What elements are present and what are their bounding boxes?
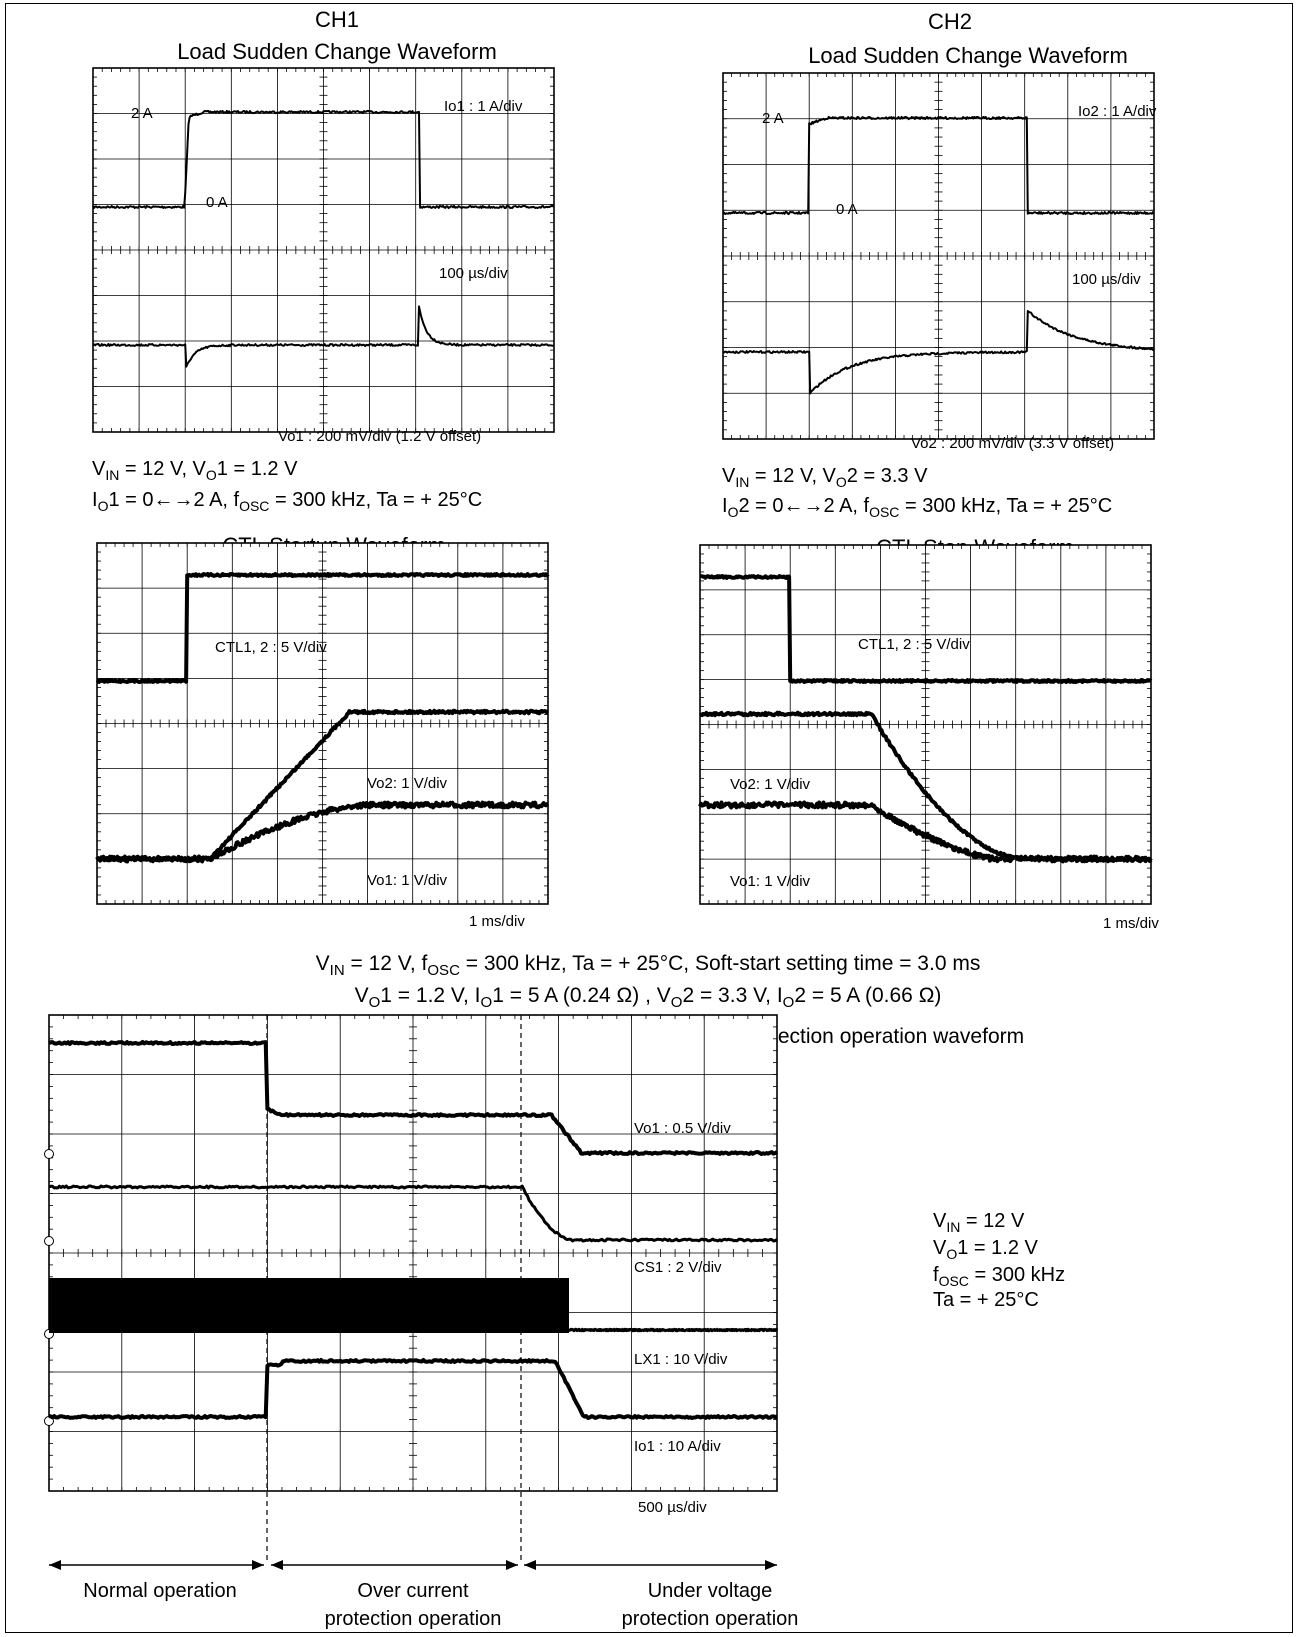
ocp-io1-trace — [48, 1358, 778, 1420]
ch2-title: CH2 — [928, 9, 972, 34]
phase-arrow-head — [271, 1560, 283, 1570]
ch2-conditions-1: VIN = 12 V, VO2 = 3.3 V — [722, 465, 928, 490]
ocp-cs1-label: CS1 : 2 V/div — [634, 1259, 722, 1276]
startup-vo1-label: Vo1: 1 V/div — [367, 872, 448, 889]
ch1-io-scale-label: Io1 : 1 A/div — [444, 98, 523, 115]
ocp-cond-vin: VIN = 12 V — [933, 1210, 1025, 1235]
ocp-lx1-switching — [49, 1278, 569, 1333]
ocp-lx1-label: LX1 : 10 V/div — [634, 1351, 728, 1368]
ocp-vo1-label: Vo1 : 0.5 V/div — [634, 1120, 731, 1137]
ch2-vo-scale-label: Vo2 : 200 mV/div (3.3 V offset) — [911, 435, 1114, 452]
ch1-conditions-2: IO1 = 0←→2 A, fOSC = 300 kHz, Ta = + 25°… — [92, 489, 482, 514]
stop-ctl-trace — [699, 574, 1153, 684]
ch2-2a-label: 2 A — [762, 110, 784, 127]
ch1-subtitle: Load Sudden Change Waveform — [177, 39, 497, 64]
ch1-conditions-1: VIN = 12 V, VO1 = 1.2 V — [92, 458, 298, 483]
ocp-channel-marker — [44, 1236, 54, 1246]
stop-time-label: 1 ms/div — [1103, 915, 1159, 932]
ocp-cond-fosc: fOSC = 300 kHz — [933, 1264, 1065, 1289]
ch1-0a-label: 0 A — [206, 194, 228, 211]
phase-uvp-label-2: protection operation — [622, 1608, 799, 1630]
phase-arrow-head — [506, 1560, 518, 1570]
ocp-time-label: 500 µs/div — [638, 1499, 707, 1516]
startup-time-label: 1 ms/div — [469, 913, 525, 930]
mid-conditions-2: VO1 = 1.2 V, IO1 = 5 A (0.24 Ω) , VO2 = … — [355, 984, 942, 1011]
ocp-io1-label: Io1 : 10 A/div — [634, 1438, 721, 1455]
ch1-2a-label: 2 A — [131, 105, 153, 122]
ch2-time-scale-label: 100 µs/div — [1072, 271, 1141, 288]
ch2-vo-trace — [722, 310, 1155, 395]
ch2-conditions-2: IO2 = 0←→2 A, fOSC = 300 kHz, Ta = + 25°… — [722, 495, 1112, 520]
ch1-io-trace — [92, 109, 555, 209]
startup-ctl-trace — [95, 572, 550, 684]
phase-arrow-head — [252, 1560, 264, 1570]
ocp-scope-plot — [44, 1014, 779, 1560]
ch1-vo-trace — [92, 305, 555, 368]
stop-vo1-label: Vo1: 1 V/div — [730, 873, 811, 890]
ocp-channel-marker — [44, 1149, 54, 1159]
stop-scope-plot — [698, 544, 1153, 905]
stop-ctl-label: CTL1, 2 : 5 V/div — [858, 636, 970, 653]
startup-scope-plot — [95, 542, 550, 905]
phase-ocp-label-1: Over current — [357, 1580, 469, 1602]
figure-frame — [5, 3, 1293, 1633]
phase-arrows — [49, 1560, 777, 1570]
ocp-cond-vo1: VO1 = 1.2 V — [933, 1237, 1039, 1262]
ch1-scope-plot — [92, 67, 555, 433]
phase-arrow-head — [765, 1560, 777, 1570]
phase-uvp-label-1: Under voltage — [648, 1580, 773, 1602]
ocp-cond-ta: Ta = + 25°C — [933, 1289, 1039, 1311]
phase-arrow-head — [524, 1560, 536, 1570]
startup-vo1-trace — [95, 800, 550, 864]
startup-ctl-label: CTL1, 2 : 5 V/div — [215, 639, 327, 656]
ch1-title: CH1 — [315, 7, 359, 32]
ch2-io-trace — [722, 115, 1155, 216]
ch2-scope-plot — [722, 72, 1155, 440]
ch2-0a-label: 0 A — [836, 201, 858, 218]
phase-arrow-head — [49, 1560, 61, 1570]
ch1-vo-scale-label: Vo1 : 200 mV/div (1.2 V offset) — [278, 428, 481, 445]
ch1-time-scale-label: 100 µs/div — [439, 265, 508, 282]
ch2-subtitle: Load Sudden Change Waveform — [808, 43, 1128, 68]
mid-conditions-1: VIN = 12 V, fOSC = 300 kHz, Ta = + 25°C,… — [316, 952, 981, 979]
phase-ocp-label-2: protection operation — [325, 1608, 502, 1630]
startup-vo2-label: Vo2: 1 V/div — [367, 775, 448, 792]
stop-vo1-trace — [698, 800, 1153, 864]
stop-vo2-label: Vo2: 1 V/div — [730, 776, 811, 793]
phase-normal-label: Normal operation — [83, 1580, 236, 1602]
ocp-vo1-trace — [47, 1040, 779, 1156]
ocp-cs1-trace — [48, 1184, 778, 1243]
ocp-lx1-trace — [567, 1327, 779, 1333]
ch2-io-scale-label: Io2 : 1 A/div — [1078, 103, 1157, 120]
